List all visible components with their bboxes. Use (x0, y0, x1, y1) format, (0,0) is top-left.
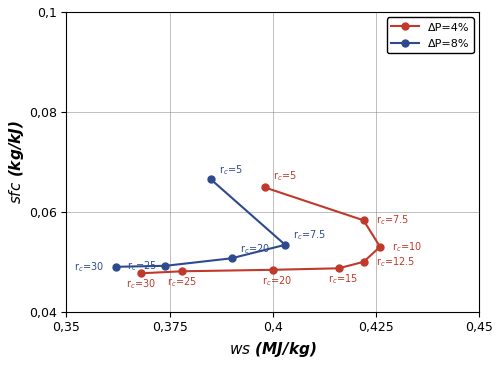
ΔP=4% (360, 259, 366, 264)
Text: r$_c$=20: r$_c$=20 (262, 274, 292, 288)
Text: r$_c$=30: r$_c$=30 (74, 260, 104, 274)
Text: r$_c$=7.5: r$_c$=7.5 (376, 213, 409, 227)
ΔP=8% (282, 243, 288, 247)
Text: r$_c$=5: r$_c$=5 (273, 169, 296, 183)
ΔP=8% (228, 256, 234, 261)
Text: r$_c$=25: r$_c$=25 (128, 259, 157, 273)
Text: r$_c$=25: r$_c$=25 (167, 275, 197, 289)
Text: r$_c$=20: r$_c$=20 (240, 242, 270, 256)
Y-axis label: $sfc$ (kg/kJ): $sfc$ (kg/kJ) (7, 120, 26, 204)
Text: r$_c$=5: r$_c$=5 (219, 163, 243, 177)
Line: ΔP=4%: ΔP=4% (138, 184, 384, 277)
ΔP=4% (377, 244, 383, 249)
ΔP=4% (270, 268, 276, 272)
ΔP=4% (336, 266, 342, 270)
ΔP=4% (138, 271, 143, 276)
ΔP=4% (262, 185, 268, 190)
Text: r$_c$=12.5: r$_c$=12.5 (376, 255, 415, 269)
Text: r$_c$=10: r$_c$=10 (392, 240, 422, 254)
Text: r$_c$=15: r$_c$=15 (328, 272, 358, 286)
ΔP=4% (179, 269, 185, 273)
Text: r$_c$=7.5: r$_c$=7.5 (294, 228, 326, 242)
Legend: ΔP=4%, ΔP=8%: ΔP=4%, ΔP=8% (386, 18, 474, 53)
ΔP=8% (162, 264, 168, 268)
Text: r$_c$=30: r$_c$=30 (126, 277, 156, 291)
X-axis label: $ws$ (MJ/kg): $ws$ (MJ/kg) (229, 340, 316, 359)
ΔP=8% (208, 177, 214, 182)
Line: ΔP=8%: ΔP=8% (112, 176, 288, 270)
ΔP=8% (113, 265, 119, 269)
ΔP=4% (360, 218, 366, 223)
